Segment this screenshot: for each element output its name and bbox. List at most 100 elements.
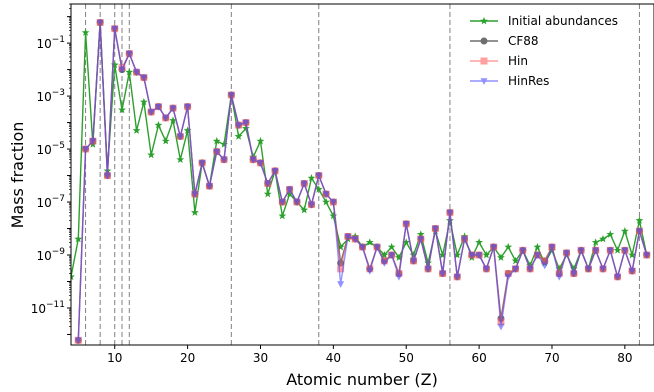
y-axis: 10−11 10−9 10−7 10−5 10−3 10−1 (31, 3, 71, 335)
data-point (242, 124, 250, 132)
data-point (300, 180, 308, 188)
legend-item (470, 37, 498, 45)
data-point (475, 252, 483, 259)
data-point (103, 172, 111, 180)
data-point (139, 97, 148, 106)
data-point (154, 121, 163, 129)
data-point (132, 126, 141, 134)
plot-frame (70, 3, 654, 346)
data-point (82, 146, 90, 153)
x-tick-label: 70 (544, 351, 559, 365)
data-point (242, 119, 250, 127)
data-point (322, 191, 330, 198)
data-point (497, 323, 505, 331)
data-point (526, 266, 534, 273)
data-point (329, 211, 338, 220)
legend-item (470, 78, 498, 85)
data-point (234, 132, 243, 140)
data-point (300, 205, 309, 214)
data-point (417, 236, 425, 243)
data-point (635, 216, 644, 224)
x-axis: 10 20 30 40 50 60 70 80 (107, 345, 632, 365)
data-point (606, 247, 614, 255)
legend-label: Initial abundances (508, 14, 618, 28)
data-point (162, 115, 170, 122)
y-tick-label: 10−5 (36, 141, 65, 157)
data-point (599, 234, 607, 243)
data-point (519, 247, 527, 255)
data-point (161, 136, 170, 145)
data-point (380, 250, 389, 259)
data-point (154, 103, 162, 111)
y-tick-label: 10−3 (36, 88, 65, 104)
data-point (541, 257, 549, 265)
legend-marker (480, 37, 488, 45)
data-point (475, 238, 483, 246)
data-point (125, 68, 134, 76)
data-point (555, 270, 563, 278)
data-point (278, 211, 287, 220)
data-point (183, 126, 192, 134)
legend: Initial abundances CF88 Hin HinRes (470, 14, 618, 88)
data-point (89, 138, 97, 145)
data-point (490, 244, 498, 251)
data-point (453, 250, 462, 259)
data-point (140, 74, 148, 82)
data-point (592, 247, 600, 255)
reference-lines (85, 4, 640, 345)
data-point (453, 274, 461, 281)
y-tick-label: 10−11 (31, 300, 65, 316)
x-tick-label: 40 (326, 351, 341, 365)
data-point (133, 69, 141, 77)
data-point (570, 270, 578, 278)
data-point (190, 208, 199, 216)
x-tick-label: 30 (253, 351, 268, 365)
data-point (271, 168, 279, 175)
data-point (504, 270, 512, 278)
data-point (402, 221, 410, 228)
data-point (614, 274, 622, 281)
data-point (198, 160, 206, 167)
data-point (315, 172, 323, 180)
data-point (438, 250, 447, 259)
data-point (373, 244, 381, 251)
data-point (365, 238, 374, 246)
data-point (314, 185, 323, 193)
data-point (606, 230, 615, 238)
y-tick-label: 10−1 (36, 35, 65, 51)
data-point (526, 261, 535, 269)
data-point (176, 133, 184, 141)
data-point (227, 92, 235, 99)
legend-label: HinRes (508, 74, 549, 88)
x-tick-label: 20 (180, 351, 195, 365)
series-hinres (74, 19, 651, 345)
data-point (336, 242, 345, 251)
x-tick-label: 10 (107, 351, 122, 365)
data-point (628, 268, 636, 275)
data-point (461, 236, 469, 243)
data-point (620, 226, 629, 235)
data-point (256, 160, 264, 167)
data-point (220, 156, 228, 164)
data-point (220, 140, 228, 148)
data-point (147, 150, 156, 159)
data-point (591, 238, 600, 246)
y-axis-label: Mass fraction (8, 122, 27, 229)
data-point (264, 180, 272, 188)
series-line (77, 22, 648, 341)
data-point (504, 274, 512, 281)
data-point (569, 264, 578, 273)
data-point (409, 250, 418, 259)
data-point (293, 199, 301, 206)
data-point (307, 201, 315, 209)
data-point (337, 281, 345, 288)
data-point (212, 136, 221, 145)
data-point (402, 238, 411, 246)
x-tick-label: 50 (399, 351, 414, 365)
data-point (548, 244, 556, 251)
data-point (599, 266, 607, 273)
data-point (388, 252, 396, 259)
data-point (497, 253, 505, 261)
data-point (74, 337, 82, 345)
